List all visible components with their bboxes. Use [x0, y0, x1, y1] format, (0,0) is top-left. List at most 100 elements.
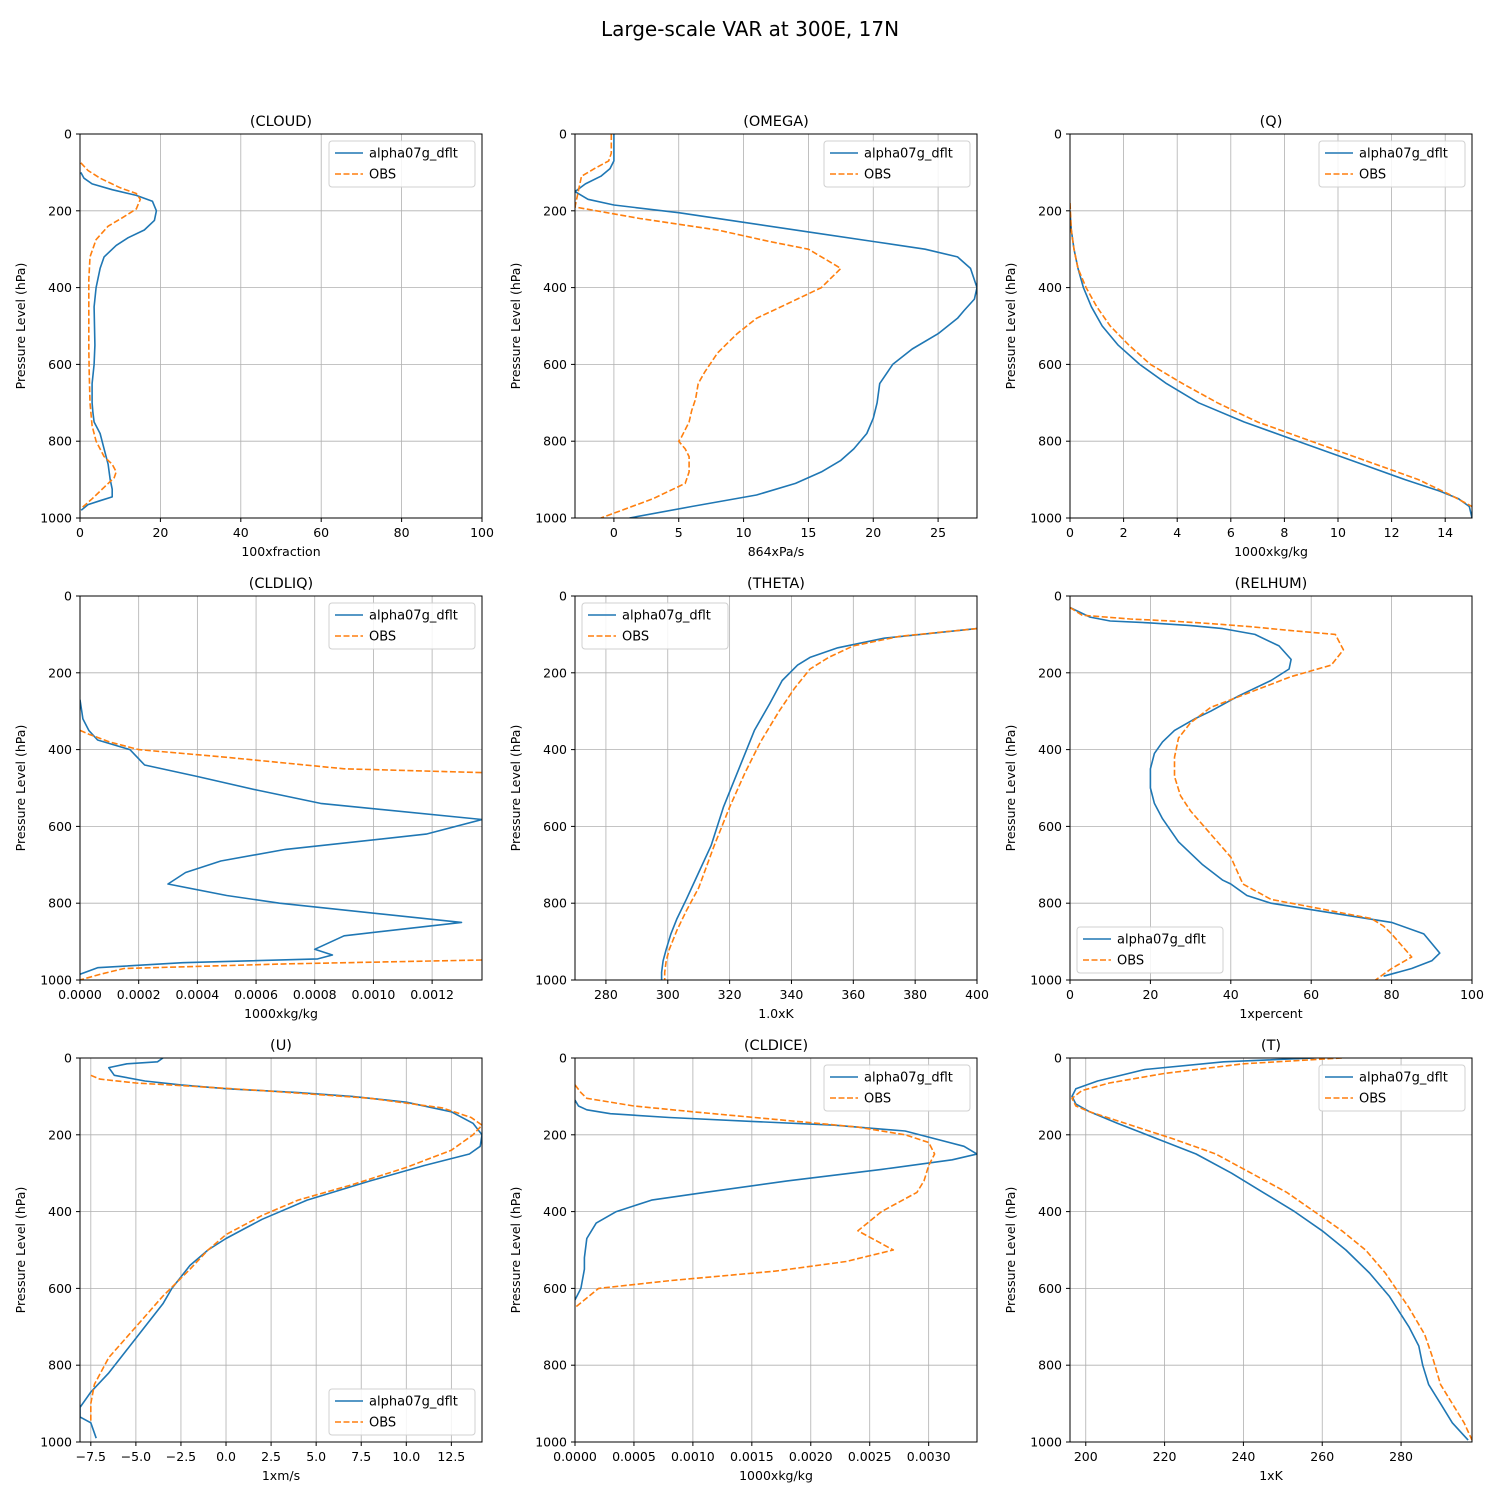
- series-line-obs: [1070, 606, 1413, 980]
- x-tick-label: 0.0030: [907, 1449, 951, 1464]
- y-tick-label: 600: [48, 357, 72, 372]
- legend-box: [823, 140, 971, 188]
- x-tick-label: 100: [1460, 987, 1484, 1002]
- legend-box: [328, 140, 476, 188]
- y-tick-label: 800: [48, 434, 72, 449]
- x-tick-label: 12: [1384, 525, 1400, 540]
- chart-panel: 0 20 40 60 80 10002004006008001000(CLOUD)100x…: [13, 114, 494, 559]
- series-line-model: [1070, 210, 1472, 518]
- x-tick-label: 2.5: [261, 1449, 281, 1464]
- y-axis-label: Pressure Level (hPa): [1003, 263, 1018, 390]
- y-tick-label: 400: [543, 1204, 567, 1219]
- legend-box: [581, 602, 729, 650]
- y-tick-label: 200: [48, 1127, 72, 1142]
- y-tick-label: 800: [543, 434, 567, 449]
- x-tick-label: 0: [76, 525, 84, 540]
- x-tick-label: 6: [1227, 525, 1235, 540]
- series-line-obs: [575, 134, 842, 518]
- y-axis-label: Pressure Level (hPa): [508, 1187, 523, 1314]
- legend-label: alpha07g_dflt: [369, 609, 458, 624]
- legend: alpha07g_dflt OBS: [581, 602, 729, 650]
- legend: alpha07g_dflt OBS: [1318, 140, 1466, 188]
- legend: alpha07g_dflt OBS: [823, 140, 971, 188]
- x-tick-label: 300: [656, 987, 680, 1002]
- chart-panel: 0.0000 0.0005 0.0010 0.0015 0.0020 0.0025 0.00…: [508, 1038, 978, 1483]
- legend-label: OBS: [1359, 1092, 1386, 1107]
- figure-title: Large-scale VAR at 300E, 17N: [601, 17, 899, 41]
- x-tick-label: 8: [1280, 525, 1288, 540]
- y-tick-label: 200: [543, 203, 567, 218]
- axes-frame: [79, 133, 483, 519]
- y-tick-label: 0: [1054, 589, 1062, 604]
- legend: alpha07g_dflt OBS: [823, 1064, 971, 1112]
- x-tick-label: 0: [610, 525, 618, 540]
- y-tick-label: 600: [1038, 357, 1062, 372]
- x-tick-label: 0: [1066, 525, 1074, 540]
- panel-title: (CLOUD): [250, 114, 312, 130]
- panel-title: (CLDICE): [744, 1038, 808, 1054]
- series-line-model: [80, 1058, 482, 1439]
- x-axis-label: 1000xkg/kg: [739, 1468, 813, 1483]
- series-line-model: [575, 1099, 977, 1301]
- x-axis-label: 1000xkg/kg: [1234, 544, 1308, 559]
- x-axis-label: 1xm/s: [262, 1468, 300, 1483]
- legend-label: alpha07g_dflt: [369, 147, 458, 162]
- x-tick-label: 0.0004: [175, 987, 219, 1002]
- series-line-model: [80, 172, 158, 511]
- legend-label: alpha07g_dflt: [864, 147, 953, 162]
- chart-panel: 280 300 320 340 360 380 400 0 200 400 600 800 1000 (T…: [508, 576, 989, 1021]
- chart-panel: 0 20 40 60 80 10002004006008001000(RELHUM)1xp…: [1003, 576, 1484, 1021]
- panel-title: (OMEGA): [743, 114, 809, 130]
- x-tick-label: 14: [1437, 525, 1453, 540]
- y-tick-label: 400: [1038, 1204, 1062, 1219]
- legend-label: alpha07g_dflt: [622, 609, 711, 624]
- x-axis-label: 1.0xK: [758, 1006, 794, 1021]
- y-tick-label: 200: [1038, 203, 1062, 218]
- x-tick-label: 10.0: [392, 1449, 420, 1464]
- x-tick-label: 360: [841, 987, 865, 1002]
- x-tick-label: 80: [394, 525, 410, 540]
- y-tick-label: 0: [64, 1051, 72, 1066]
- x-tick-label: 80: [1384, 987, 1400, 1002]
- legend-label: OBS: [369, 168, 396, 183]
- legend-label: OBS: [864, 1092, 891, 1107]
- legend-label: alpha07g_dflt: [1359, 1071, 1448, 1086]
- axes-frame: [79, 1057, 483, 1443]
- series-line-obs: [90, 1074, 482, 1423]
- x-tick-label: 25: [930, 525, 946, 540]
- legend: alpha07g_dflt OBS: [328, 602, 476, 650]
- series-line-model: [1071, 1058, 1469, 1441]
- y-axis-label: Pressure Level (hPa): [13, 1187, 28, 1314]
- legend-box: [328, 1388, 476, 1436]
- x-tick-label: 0.0002: [117, 987, 161, 1002]
- x-tick-label: 0: [1066, 987, 1074, 1002]
- x-tick-label: 100: [470, 525, 494, 540]
- y-tick-label: 800: [543, 896, 567, 911]
- legend: alpha07g_dflt OBS: [328, 1388, 476, 1436]
- y-tick-label: 600: [1038, 1281, 1062, 1296]
- axes-frame: [574, 133, 978, 519]
- y-tick-label: 0: [559, 589, 567, 604]
- y-axis-label: Pressure Level (hPa): [13, 263, 28, 390]
- y-tick-label: 400: [1038, 280, 1062, 295]
- y-tick-label: 1000: [1030, 973, 1062, 988]
- x-tick-label: −5.0: [121, 1449, 151, 1464]
- series-line-model: [1070, 606, 1441, 977]
- y-tick-label: 1000: [535, 511, 567, 526]
- y-tick-label: 200: [1038, 1127, 1062, 1142]
- y-axis-label: Pressure Level (hPa): [508, 725, 523, 852]
- y-tick-label: 800: [543, 1358, 567, 1373]
- series-line-model: [660, 627, 977, 980]
- legend-box: [1318, 140, 1466, 188]
- series-line-obs: [80, 729, 482, 774]
- legend-box: [823, 1064, 971, 1112]
- legend-label: alpha07g_dflt: [1359, 147, 1448, 162]
- y-tick-label: 800: [48, 896, 72, 911]
- x-tick-label: 5: [675, 525, 683, 540]
- x-axis-label: 100xfraction: [241, 544, 320, 559]
- chart-panel: 0 2 4 6 8 10 12 14 0 200 400 600 800 1000 (Q) 1000xkg/k…: [1003, 114, 1473, 559]
- chart-panel: 0 5 10 15 20 25 0 200 400 600 800 1000 (OMEGA) 864xPa…: [508, 114, 978, 559]
- legend-label: alpha07g_dflt: [369, 1395, 458, 1410]
- panel-title: (T): [1261, 1038, 1281, 1054]
